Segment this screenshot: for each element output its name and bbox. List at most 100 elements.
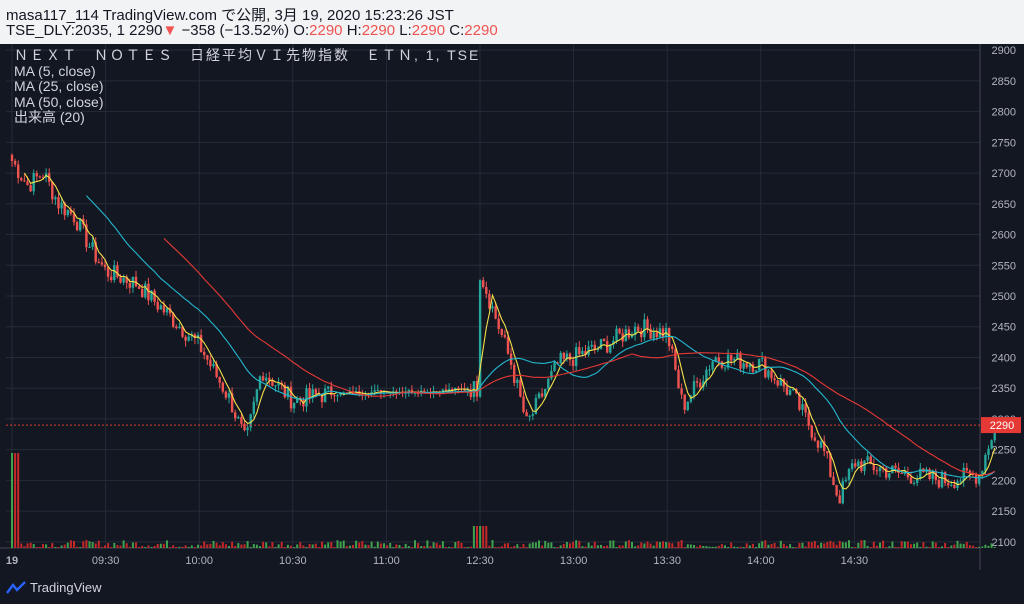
volume-bar — [187, 547, 190, 548]
volume-bar — [612, 540, 615, 548]
candle-body — [888, 473, 891, 478]
volume-bar — [190, 545, 193, 548]
candle-body — [268, 377, 271, 381]
legend-volume[interactable]: 出来高 (20) — [14, 109, 85, 125]
volume-bar — [469, 546, 472, 548]
candle-body — [513, 364, 516, 383]
volume-bar — [181, 546, 184, 548]
volume-bar — [398, 544, 401, 548]
y-tick-label: 2800 — [992, 107, 1016, 119]
candlestick-chart[interactable]: 2100215022002250230023502400245025002550… — [0, 44, 1024, 570]
volume-bar — [373, 546, 376, 548]
candle-body — [10, 154, 14, 161]
volume-bar — [823, 543, 826, 548]
volume-bar — [135, 542, 137, 548]
volume-bar — [720, 544, 723, 548]
volume-bar — [934, 542, 937, 548]
y-tick-label: 2600 — [992, 230, 1016, 242]
candle-body — [79, 218, 82, 231]
volume-bar — [711, 546, 714, 548]
x-tick-label: 13:30 — [653, 555, 681, 567]
volume-bar — [875, 545, 878, 548]
candle-body — [271, 380, 274, 386]
candle-body — [689, 395, 693, 402]
candle-body — [553, 362, 556, 371]
candle-body — [221, 382, 224, 392]
volume-bar — [104, 545, 106, 548]
tradingview-brand: TradingView — [30, 580, 102, 595]
volume-bar — [482, 526, 485, 548]
candle-body — [258, 376, 262, 390]
volume-bar — [271, 542, 274, 548]
volume-bar — [544, 540, 547, 548]
volume-bar — [302, 545, 305, 548]
candle-body — [51, 181, 54, 200]
candle-body — [680, 388, 683, 395]
volume-bar — [175, 547, 178, 548]
volume-bar — [804, 546, 807, 548]
volume-bar — [32, 544, 35, 548]
volume-bar — [705, 546, 708, 548]
volume-bar — [441, 541, 444, 548]
volume-bar — [389, 542, 392, 548]
candle-body — [370, 391, 373, 395]
candle-body — [243, 423, 246, 431]
volume-bar — [327, 542, 330, 548]
candle-body — [382, 391, 386, 394]
candle-body — [792, 388, 795, 390]
volume-bar — [928, 546, 931, 548]
volume-bar — [972, 545, 974, 548]
legend-title: ＮＥＸＴ ＮＯＴＥＳ 日経平均ＶＩ先物指数 ＥＴＮ, 1, TSE — [14, 47, 481, 63]
volume-bar — [20, 543, 23, 548]
volume-bar — [941, 546, 943, 548]
candle-body — [739, 352, 742, 369]
volume-bar — [826, 541, 829, 548]
candle-body — [153, 290, 156, 302]
candle-body — [686, 401, 689, 410]
candle-body — [252, 401, 255, 415]
volume-bar — [305, 547, 308, 548]
legend-ma5[interactable]: MA (5, close) — [14, 62, 96, 79]
volume-bar — [879, 542, 881, 548]
candle-body — [144, 283, 147, 298]
symbol-prefix: TSE_DLY:2035, 1 — [6, 22, 125, 39]
volume-bar — [978, 547, 981, 548]
candle-body — [57, 197, 60, 209]
volume-bar — [919, 547, 922, 548]
candle-body — [981, 471, 984, 475]
legend-ma50[interactable]: MA (50, close) — [14, 93, 104, 110]
x-tick-label: 09:30 — [92, 555, 120, 567]
candle-body — [122, 277, 125, 283]
candle-body — [485, 287, 488, 294]
candle-body — [392, 391, 395, 393]
candle-body — [581, 351, 584, 355]
volume-bar — [572, 541, 575, 548]
candle-body — [900, 473, 903, 475]
volume-bar — [569, 543, 571, 548]
volume-bar — [717, 545, 720, 548]
candle-body — [23, 180, 26, 182]
volume-bar — [45, 544, 48, 548]
volume-bar — [386, 545, 389, 548]
volume-bar — [838, 541, 841, 548]
volume-bar — [119, 545, 122, 548]
candle-body — [885, 468, 888, 478]
candle-body — [478, 280, 482, 397]
candle-body — [75, 222, 79, 231]
volume-bar — [141, 546, 144, 548]
candle-body — [714, 357, 717, 362]
candle-body — [615, 328, 618, 341]
candle-body — [38, 176, 42, 178]
tradingview-logo[interactable]: TradingView — [6, 580, 102, 595]
volume-bar — [48, 547, 51, 548]
legend-ma25[interactable]: MA (25, close) — [14, 78, 104, 94]
volume-bar — [813, 541, 816, 548]
volume-bar — [968, 545, 971, 548]
volume-bar — [553, 547, 556, 548]
volume-bar — [817, 545, 819, 548]
candle-body — [234, 412, 237, 419]
candle-body — [29, 185, 32, 192]
candle-body — [72, 213, 76, 223]
volume-bar — [243, 544, 246, 548]
volume-bar — [962, 543, 965, 548]
